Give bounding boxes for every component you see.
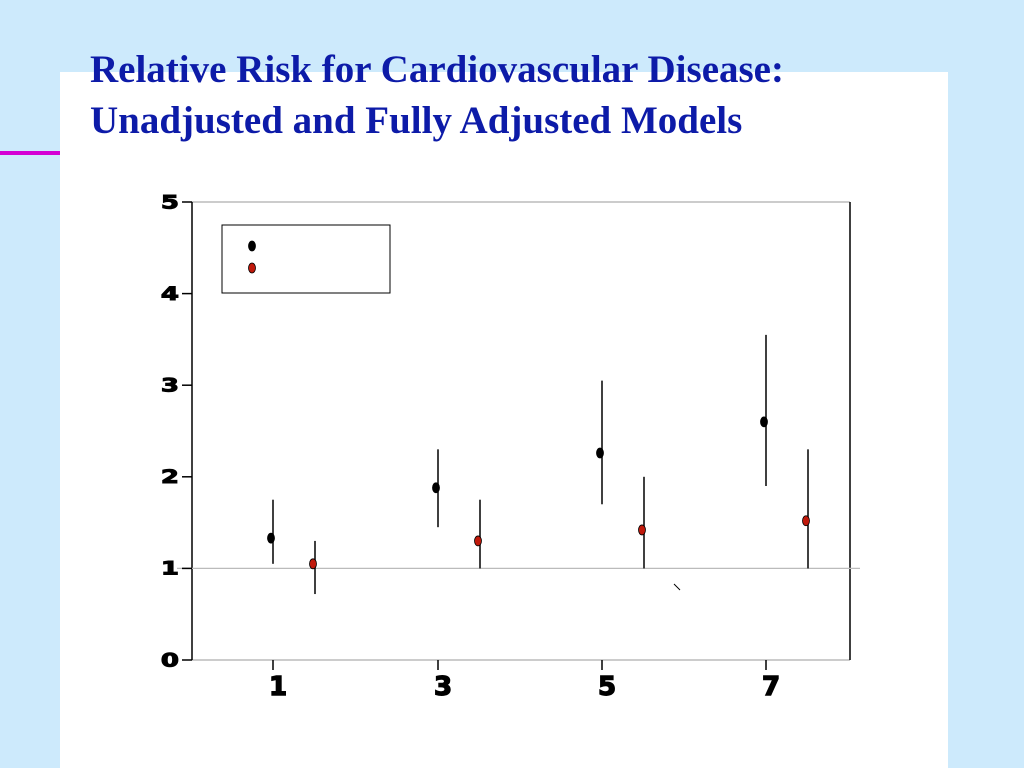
slide-panel <box>60 72 948 768</box>
x-tick-label: 5 <box>598 672 616 702</box>
stray-mark <box>673 583 681 591</box>
y-tick-label: 3 <box>161 375 179 396</box>
x-axis: 1 3 5 7 <box>268 660 781 703</box>
legend-marker <box>248 240 256 252</box>
y-axis: 0 1 2 3 4 5 <box>160 191 192 672</box>
plot-frame <box>191 201 851 661</box>
y-tick-label: 5 <box>161 192 179 213</box>
title-line-1: Relative Risk for Cardiovascular Disease… <box>90 48 784 91</box>
data-point <box>596 447 604 459</box>
legend <box>221 224 391 294</box>
data-point <box>432 482 440 494</box>
accent-line <box>0 151 60 155</box>
data-point <box>474 535 482 547</box>
data-marks <box>267 334 810 595</box>
data-point <box>760 416 768 428</box>
data-point <box>309 558 317 570</box>
y-tick-label: 0 <box>161 650 179 671</box>
data-point <box>638 524 646 536</box>
data-point <box>267 532 275 544</box>
legend-box <box>221 224 391 294</box>
data-point <box>802 515 810 527</box>
y-tick-label: 2 <box>161 467 179 488</box>
x-tick-label: 3 <box>434 672 452 702</box>
y-tick-label: 4 <box>161 284 179 305</box>
x-tick-label: 1 <box>269 672 287 702</box>
legend-marker <box>248 262 256 274</box>
y-tick-label: 1 <box>161 558 179 579</box>
slide-title: Relative Risk for Cardiovascular Disease… <box>90 44 970 146</box>
x-tick-label: 7 <box>762 672 780 702</box>
title-line-2: Unadjusted and Fully Adjusted Models <box>90 99 743 142</box>
